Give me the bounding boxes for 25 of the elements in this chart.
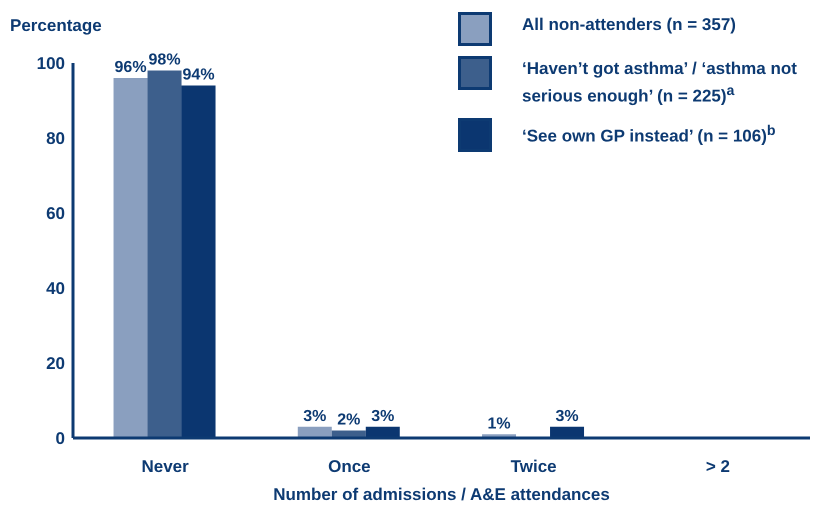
y-tick-label: 60	[46, 204, 65, 224]
data-label: 2%	[337, 412, 360, 428]
x-tick-label: Never	[141, 457, 190, 476]
legend-label: All non-attenders (n = 357)	[522, 14, 736, 36]
x-tick-label: Twice	[510, 457, 557, 476]
x-tick-label: > 2	[706, 457, 730, 476]
data-label: 98%	[148, 52, 181, 68]
y-tick-label: 0	[56, 429, 65, 448]
data-label: 3%	[371, 408, 394, 425]
legend-label: ‘Haven’t got asthma’ / ‘asthma not serious enough’ (n = 225)$^{a}$	[522, 58, 798, 108]
data-label: 96%	[114, 59, 147, 76]
x-tick-label: Once	[328, 457, 371, 476]
legend-label: ‘See own GP instead’ (n = 106)$^{b}$	[522, 122, 776, 148]
data-label: 1%	[487, 415, 511, 432]
data-label: 3%	[555, 408, 579, 425]
x-axis-title: Number of admissions / A&E attendances	[273, 485, 610, 504]
bar	[148, 70, 182, 438]
y-tick-label: 40	[46, 279, 65, 298]
y-tick-label: 80	[46, 129, 65, 148]
y-tick-label: 20	[46, 354, 65, 374]
data-label: 3%	[303, 408, 326, 425]
bar	[114, 78, 148, 438]
data-label: 94%	[182, 66, 215, 84]
y-axis-title: Percentage	[10, 16, 102, 36]
y-tick-label: 100	[36, 54, 65, 74]
